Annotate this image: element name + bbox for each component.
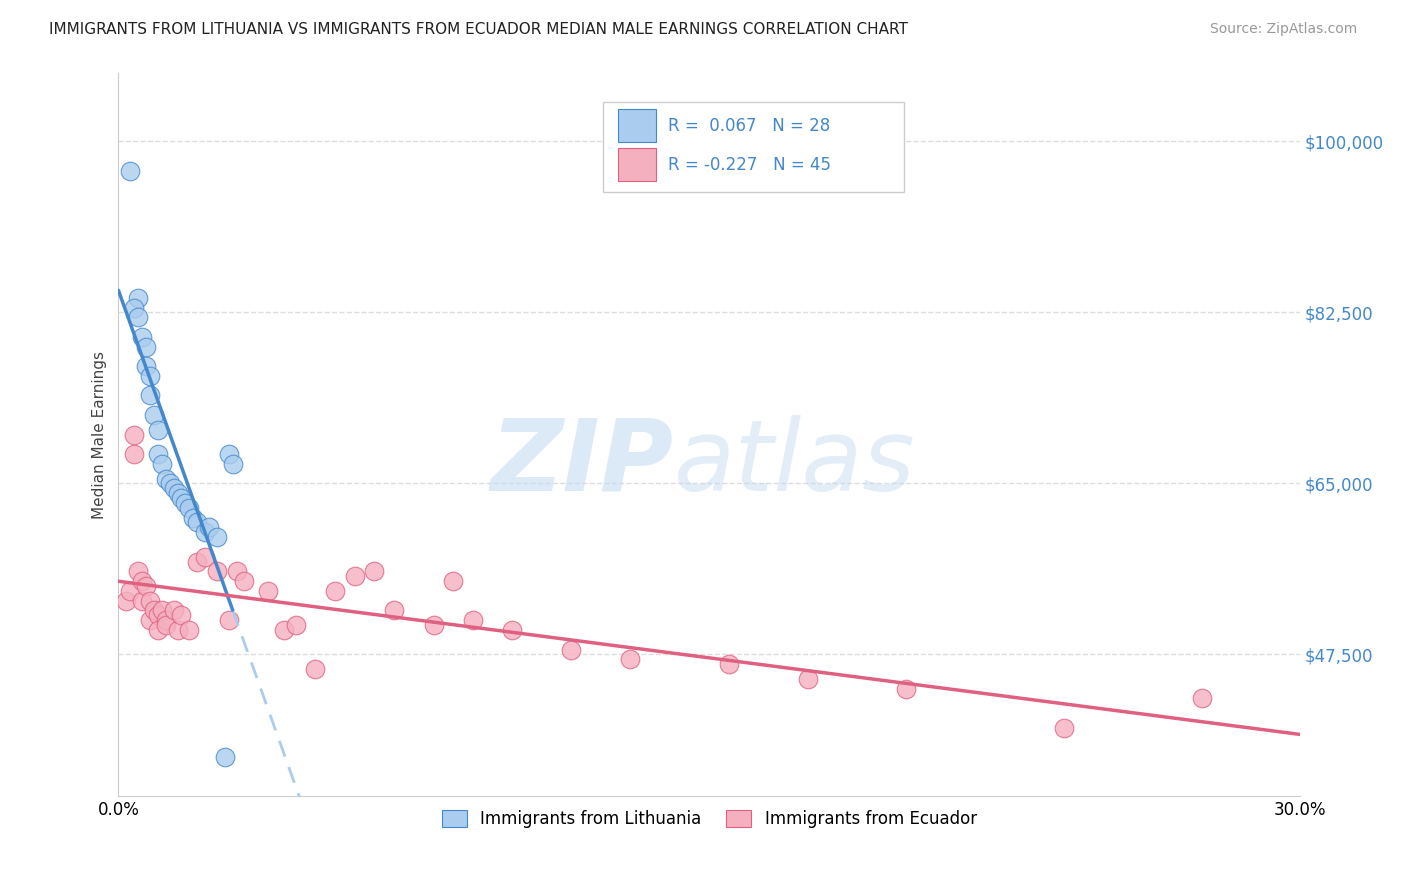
Point	[139, 613, 162, 627]
Point	[894, 681, 917, 696]
Point	[233, 574, 256, 588]
Point	[284, 618, 307, 632]
Point	[717, 657, 740, 672]
Point	[146, 623, 169, 637]
FancyBboxPatch shape	[603, 102, 904, 193]
Point	[162, 481, 184, 495]
Point	[155, 613, 177, 627]
Text: R = -0.227   N = 45: R = -0.227 N = 45	[668, 156, 831, 174]
Point	[139, 368, 162, 383]
Point	[1191, 691, 1213, 706]
Text: ZIP: ZIP	[491, 415, 673, 512]
Point	[363, 565, 385, 579]
Point	[162, 603, 184, 617]
Point	[179, 623, 201, 637]
Point	[155, 618, 177, 632]
Point	[170, 608, 193, 623]
Point	[166, 623, 188, 637]
Point	[122, 427, 145, 442]
Point	[796, 672, 818, 686]
Point	[179, 500, 201, 515]
Point	[166, 486, 188, 500]
Point	[441, 574, 464, 588]
Point	[135, 340, 157, 354]
Point	[205, 565, 228, 579]
Point	[619, 652, 641, 666]
Y-axis label: Median Male Earnings: Median Male Earnings	[93, 351, 107, 518]
Point	[135, 579, 157, 593]
Point	[122, 447, 145, 461]
Point	[139, 388, 162, 402]
Point	[135, 359, 157, 373]
Point	[131, 330, 153, 344]
Point	[146, 423, 169, 437]
Point	[115, 593, 138, 607]
Point	[186, 555, 208, 569]
Point	[181, 510, 204, 524]
FancyBboxPatch shape	[619, 148, 657, 181]
Point	[323, 583, 346, 598]
Point	[218, 613, 240, 627]
Point	[146, 608, 169, 623]
Point	[142, 408, 165, 422]
FancyBboxPatch shape	[619, 109, 657, 143]
Text: R =  0.067   N = 28: R = 0.067 N = 28	[668, 117, 830, 135]
Point	[194, 549, 217, 564]
Point	[120, 163, 142, 178]
Point	[198, 520, 221, 534]
Point	[186, 516, 208, 530]
Point	[142, 603, 165, 617]
Point	[127, 291, 149, 305]
Point	[1053, 721, 1076, 735]
Point	[120, 583, 142, 598]
Point	[122, 301, 145, 315]
Point	[461, 613, 484, 627]
Text: IMMIGRANTS FROM LITHUANIA VS IMMIGRANTS FROM ECUADOR MEDIAN MALE EARNINGS CORREL: IMMIGRANTS FROM LITHUANIA VS IMMIGRANTS …	[49, 22, 908, 37]
Point	[205, 530, 228, 544]
Point	[139, 593, 162, 607]
Point	[150, 603, 173, 617]
Point	[194, 525, 217, 540]
Point	[127, 565, 149, 579]
Point	[422, 618, 444, 632]
Point	[174, 496, 197, 510]
Point	[221, 457, 243, 471]
Point	[501, 623, 523, 637]
Point	[159, 476, 181, 491]
Text: atlas: atlas	[673, 415, 915, 512]
Text: Source: ZipAtlas.com: Source: ZipAtlas.com	[1209, 22, 1357, 37]
Point	[560, 642, 582, 657]
Point	[304, 662, 326, 676]
Point	[150, 457, 173, 471]
Point	[225, 565, 247, 579]
Point	[382, 603, 405, 617]
Point	[131, 593, 153, 607]
Point	[214, 750, 236, 764]
Point	[155, 471, 177, 485]
Point	[131, 574, 153, 588]
Point	[257, 583, 280, 598]
Point	[127, 310, 149, 325]
Point	[343, 569, 366, 583]
Legend: Immigrants from Lithuania, Immigrants from Ecuador: Immigrants from Lithuania, Immigrants fr…	[434, 804, 983, 835]
Point	[170, 491, 193, 505]
Point	[218, 447, 240, 461]
Point	[146, 447, 169, 461]
Point	[273, 623, 295, 637]
